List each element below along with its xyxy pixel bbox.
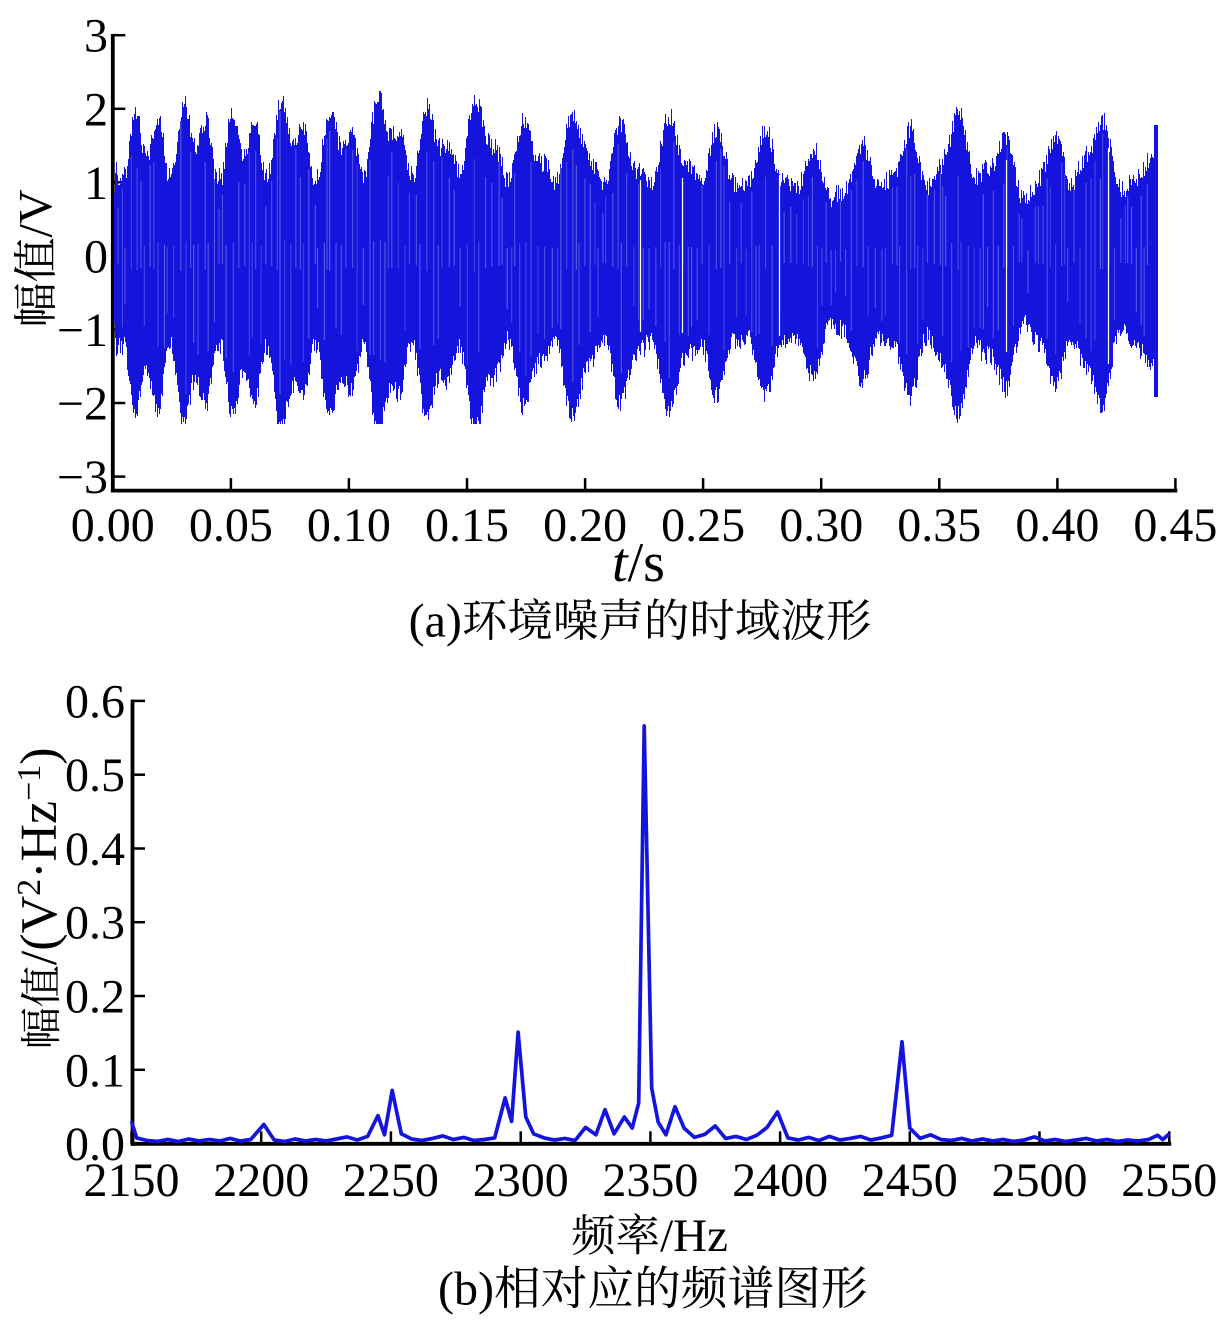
svg-text:2150: 2150 [84,1154,180,1207]
svg-text:−3: −3 [57,451,108,504]
svg-text:−1: −1 [57,304,108,357]
svg-text:2400: 2400 [732,1154,828,1207]
svg-text:1: 1 [84,157,108,210]
svg-text:2200: 2200 [213,1154,309,1207]
svg-text:0.15: 0.15 [425,499,509,552]
svg-text:t/s: t/s [612,532,665,594]
svg-text:0.35: 0.35 [897,499,981,552]
svg-text:/V: /V [10,189,63,237]
svg-text:0.4: 0.4 [65,823,125,876]
svg-text:0.2: 0.2 [65,971,125,1024]
svg-text:0.45: 0.45 [1133,499,1217,552]
svg-text:2: 2 [84,83,108,136]
svg-text:0.05: 0.05 [189,499,273,552]
svg-text:0.00: 0.00 [71,499,155,552]
svg-text:0.20: 0.20 [543,499,627,552]
svg-text:0.10: 0.10 [307,499,391,552]
svg-text:0.25: 0.25 [661,499,745,552]
svg-text:(b): (b) [438,1263,494,1316]
svg-text:2450: 2450 [862,1154,958,1207]
svg-text:(a): (a) [409,595,462,648]
svg-text:−2: −2 [57,378,108,431]
svg-text:/Hz: /Hz [660,1210,728,1262]
svg-text:0.6: 0.6 [65,675,125,728]
svg-text:2350: 2350 [602,1154,698,1207]
svg-text:0.1: 0.1 [65,1044,125,1097]
svg-text:2250: 2250 [343,1154,439,1207]
svg-text:2300: 2300 [473,1154,569,1207]
svg-text:0.3: 0.3 [65,897,125,950]
svg-text:0.30: 0.30 [779,499,863,552]
svg-text:0: 0 [84,230,108,283]
svg-text:0.0: 0.0 [65,1118,125,1171]
svg-text:2500: 2500 [992,1154,1088,1207]
svg-text:3: 3 [84,10,108,63]
svg-text:0.40: 0.40 [1015,499,1099,552]
svg-text:2550: 2550 [1121,1154,1217,1207]
svg-text:0.5: 0.5 [65,749,125,802]
